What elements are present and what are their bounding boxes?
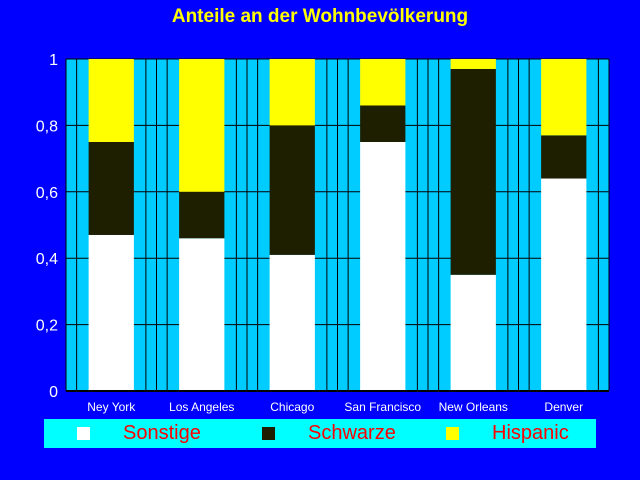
bar-sonstige-san-francisco (360, 142, 406, 391)
bar-sonstige-los-angeles (179, 238, 225, 391)
chart-title: Anteile an der Wohnbevölkerung (171, 6, 469, 27)
x-tick-label: New Orleans (439, 400, 508, 414)
x-tick-label: Ney York (87, 400, 136, 414)
bar-schwarze-denver (541, 135, 587, 179)
x-tick-label: Chicago (270, 400, 314, 414)
x-tick-label: San Francisco (344, 400, 421, 414)
legend-label: Sonstige (123, 422, 201, 444)
x-tick-label: Los Angeles (169, 400, 234, 414)
legend-label: Schwarze (308, 422, 396, 444)
y-tick-label: 0,4 (36, 251, 58, 268)
legend-swatch (262, 427, 275, 440)
y-tick-label: 1 (49, 52, 58, 69)
bar-hispanic-los-angeles (179, 59, 225, 192)
bar-schwarze-san-francisco (360, 105, 406, 142)
bar-sonstige-ney-york (88, 234, 134, 391)
legend-swatch (77, 427, 90, 440)
bar-schwarze-new-orleans (450, 68, 496, 275)
y-tick-label: 0,8 (36, 118, 58, 135)
x-tick-label: Denver (544, 400, 583, 414)
legend: Sonstige Schwarze Hispanic (44, 419, 596, 448)
bar-hispanic-san-francisco (360, 59, 406, 106)
bar-hispanic-ney-york (88, 59, 134, 142)
bar-hispanic-new-orleans (450, 59, 496, 69)
bar-schwarze-ney-york (88, 142, 134, 235)
bar-hispanic-denver (541, 59, 587, 136)
y-tick-label: 0,6 (36, 185, 58, 202)
bar-sonstige-new-orleans (450, 274, 496, 391)
bar-sonstige-denver (541, 178, 587, 391)
y-tick-label: 0,2 (36, 318, 58, 335)
legend-swatch (446, 427, 459, 440)
bar-schwarze-los-angeles (179, 191, 225, 239)
bar-hispanic-chicago (269, 59, 315, 126)
y-tick-label: 0 (49, 384, 58, 401)
bar-sonstige-chicago (269, 254, 315, 391)
bar-schwarze-chicago (269, 125, 315, 255)
legend-label: Hispanic (492, 422, 569, 444)
